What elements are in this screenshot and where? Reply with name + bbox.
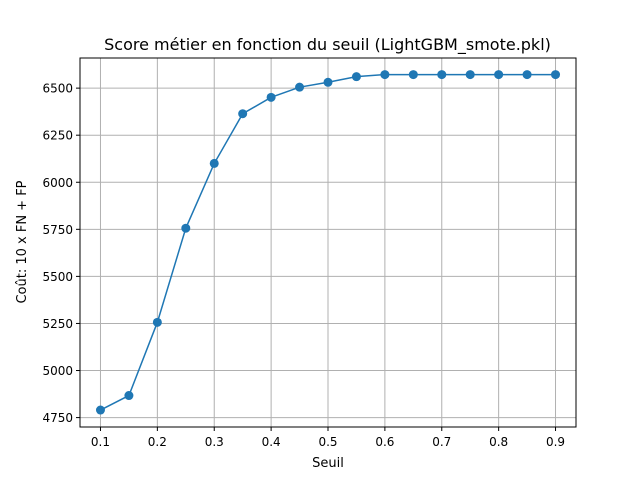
data-point [95, 405, 105, 415]
series-layer [95, 70, 561, 415]
data-point [323, 77, 333, 87]
y-tick-label: 5000 [42, 364, 73, 378]
data-point [238, 109, 248, 119]
data-point [152, 317, 162, 327]
x-tick-label: 0.6 [375, 435, 394, 449]
y-tick-label: 4750 [42, 411, 73, 425]
x-tick-label: 0.1 [91, 435, 110, 449]
x-tick-label: 0.9 [546, 435, 565, 449]
x-axis-label: Seuil [312, 456, 344, 471]
y-tick-label: 6000 [42, 176, 73, 190]
y-tick-label: 5250 [42, 317, 73, 331]
data-point [124, 391, 134, 401]
x-tick-label: 0.3 [205, 435, 224, 449]
y-tick-label: 6250 [42, 129, 73, 143]
data-point [351, 72, 361, 82]
data-point [209, 158, 219, 168]
data-point [551, 70, 561, 80]
y-tick-label: 5500 [42, 270, 73, 284]
grid [80, 58, 576, 427]
x-tick-label: 0.8 [489, 435, 508, 449]
x-tick-label: 0.7 [432, 435, 451, 449]
data-point [266, 92, 276, 102]
y-tick-label: 5750 [42, 223, 73, 237]
data-point [465, 70, 475, 80]
data-point [380, 70, 390, 80]
y-axis-label: Coût: 10 x FN + FP [15, 180, 30, 303]
data-point [522, 70, 532, 80]
chart-title: Score métier en fonction du seuil (Light… [104, 35, 551, 55]
x-tick-label: 0.2 [148, 435, 167, 449]
axis-ticks: 0.1 0.2 0.3 0.4 0.5 0.6 0.7 0.8 0.9 4750 5000 5250 5… [42, 82, 565, 449]
x-tick-label: 0.4 [262, 435, 281, 449]
data-point [295, 82, 305, 92]
x-tick-label: 0.5 [318, 435, 337, 449]
data-point [437, 70, 447, 80]
y-tick-label: 6500 [42, 82, 73, 96]
data-point [494, 70, 504, 80]
data-point [181, 223, 191, 233]
data-point [408, 70, 418, 80]
